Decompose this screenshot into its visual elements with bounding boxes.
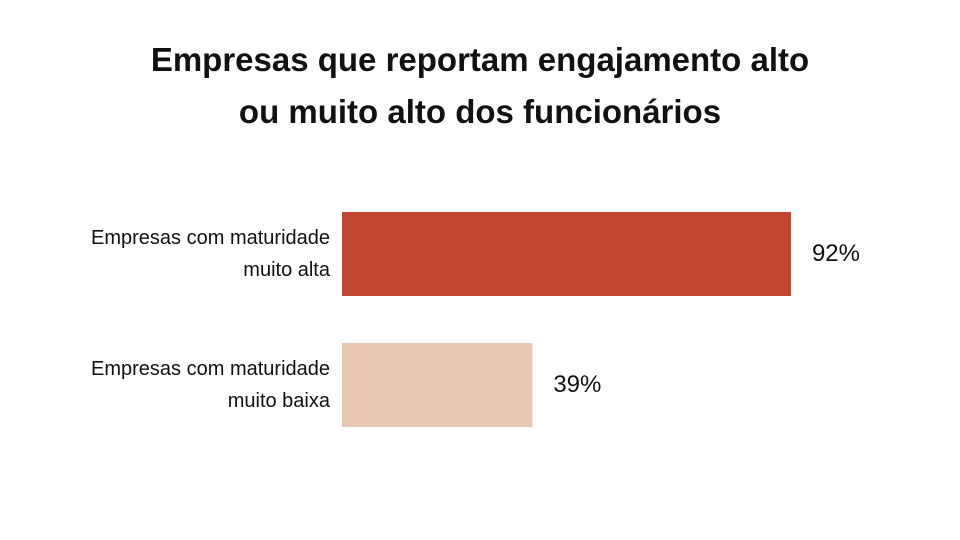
value-label: 39% xyxy=(553,371,602,398)
chart-title: Empresas que reportam engajamento alto o… xyxy=(150,41,810,130)
category-label: Empresas com maturidade muito baixa xyxy=(91,358,330,412)
bar xyxy=(342,343,533,427)
value-label: 92% xyxy=(811,240,860,267)
bar xyxy=(342,212,791,296)
category-label: Empresas com maturidade muito alta xyxy=(91,227,330,281)
